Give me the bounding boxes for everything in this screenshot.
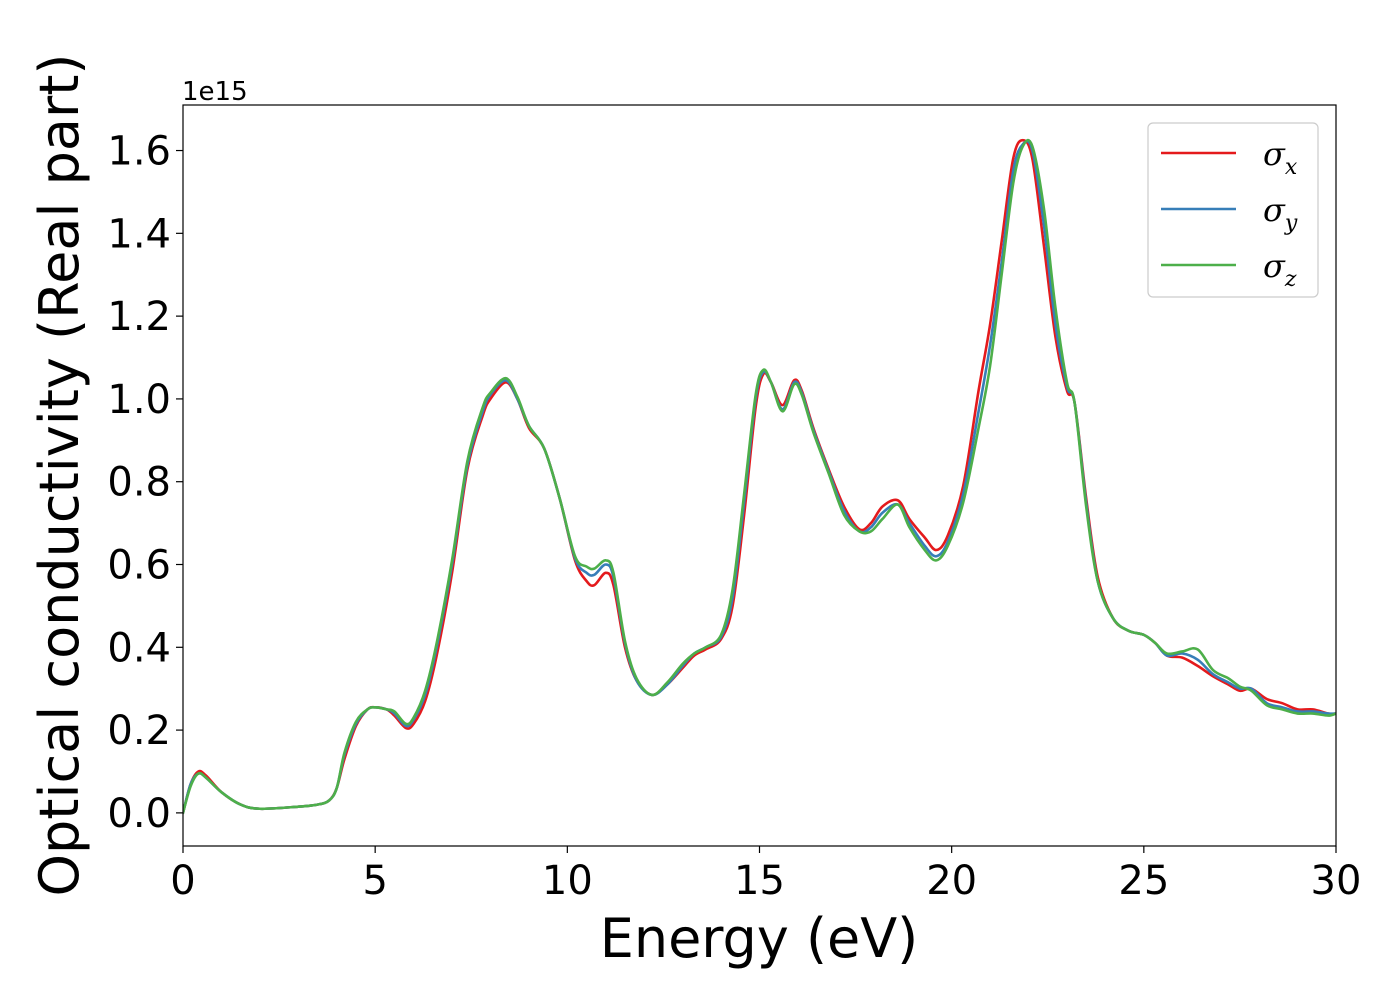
x-axis-ticks: 0 5 10 15 20 25 30 xyxy=(170,846,1361,904)
y-tick-label: 0.0 xyxy=(107,791,171,837)
x-tick-label: 10 xyxy=(542,858,593,904)
y-tick-label: 0.4 xyxy=(107,625,171,671)
legend: σx σy σz xyxy=(1147,122,1319,298)
y-tick-label: 0.2 xyxy=(107,708,171,754)
y-tick-label: 1.2 xyxy=(107,294,171,340)
y-tick-label: 1.6 xyxy=(107,129,171,175)
legend-label-y: σy xyxy=(1263,191,1298,236)
y-axis-offset-label: 1e15 xyxy=(182,77,248,107)
x-tick-label: 20 xyxy=(926,858,977,904)
x-tick-label: 5 xyxy=(362,858,387,904)
x-tick-label: 30 xyxy=(1311,858,1362,904)
y-axis-ticks: 0.0 0.2 0.4 0.6 0.8 1.0 1.2 1.4 1.6 xyxy=(107,129,183,837)
legend-label-x: σx xyxy=(1263,135,1298,180)
y-tick-label: 1.0 xyxy=(107,377,171,423)
x-tick-label: 15 xyxy=(734,858,785,904)
x-tick-label: 25 xyxy=(1118,858,1169,904)
x-tick-label: 0 xyxy=(170,858,195,904)
series-layer xyxy=(183,138,1336,815)
y-tick-label: 0.6 xyxy=(107,543,171,589)
legend-label-z: σz xyxy=(1263,247,1297,292)
x-axis-label: Energy (eV) xyxy=(600,907,919,970)
y-tick-label: 0.8 xyxy=(107,460,171,506)
y-axis-label: Optical conductivity (Real part) xyxy=(28,54,91,897)
y-tick-label: 1.4 xyxy=(107,211,171,257)
series-line-z xyxy=(183,138,1336,815)
